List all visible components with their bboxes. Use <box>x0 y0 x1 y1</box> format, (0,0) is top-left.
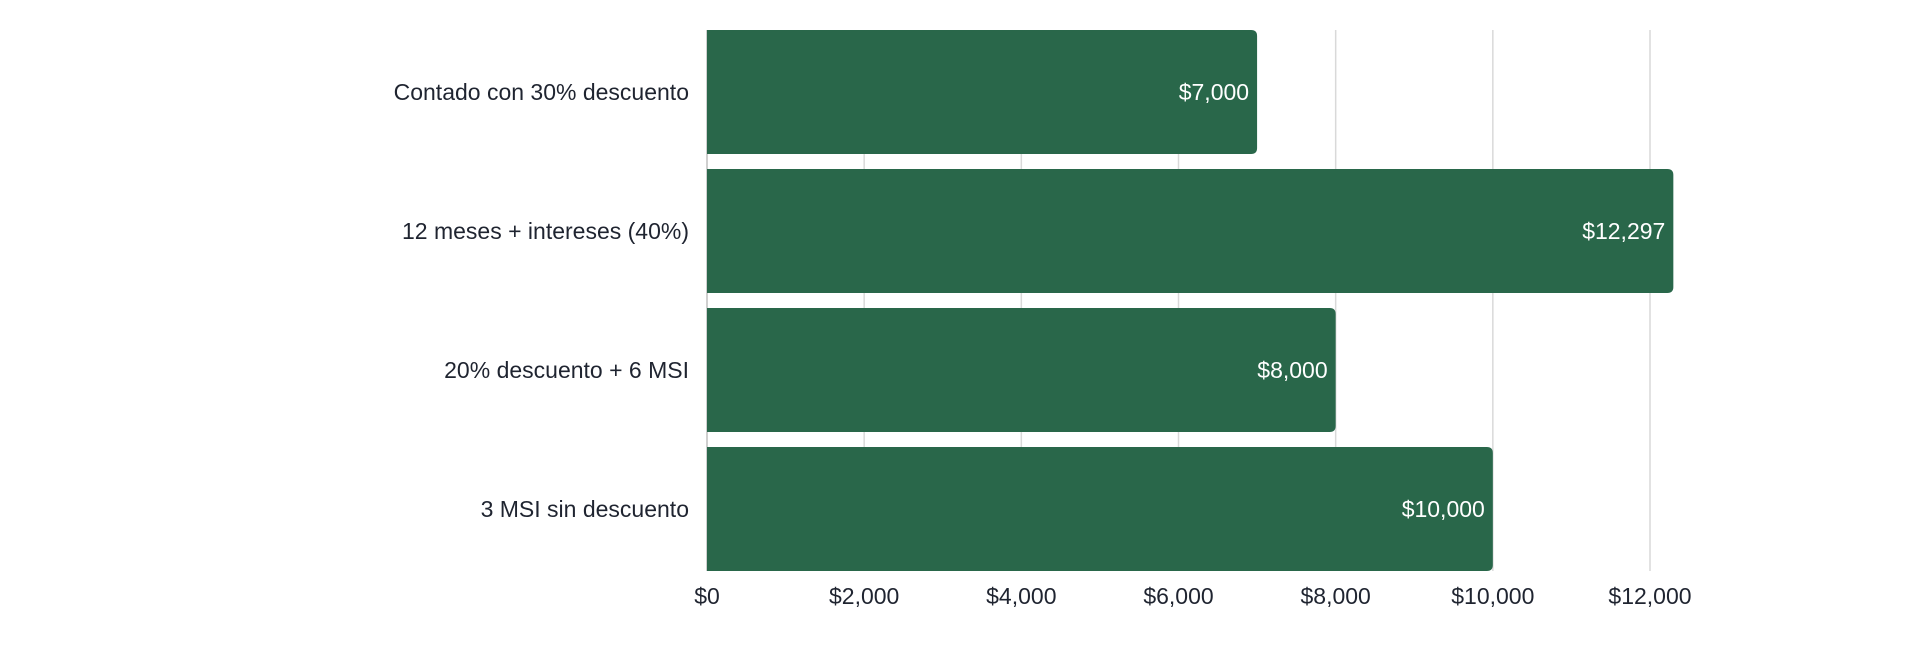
data-label: $7,000 <box>1179 79 1249 105</box>
x-tick-label: $10,000 <box>1451 583 1534 609</box>
bar <box>707 447 1493 571</box>
category-label: Contado con 30% descuento <box>394 79 689 105</box>
x-axis-tick-labels: $0 $2,000 $4,000 $6,000 $8,000 $10,000 $12,000 <box>694 583 1691 609</box>
x-tick-label: $2,000 <box>829 583 899 609</box>
data-label: $10,000 <box>1402 496 1485 522</box>
x-tick-label: $0 <box>694 583 720 609</box>
bars <box>707 30 1674 571</box>
bar <box>707 308 1336 432</box>
x-tick-label: $6,000 <box>1143 583 1213 609</box>
category-label: 12 meses + intereses (40%) <box>402 218 689 244</box>
data-labels: $7,000 $12,297 $8,000 $10,000 <box>1179 79 1666 522</box>
bar <box>707 169 1674 293</box>
category-labels: Contado con 30% descuento 12 meses + inte… <box>394 79 689 522</box>
category-label: 20% descuento + 6 MSI <box>444 357 689 383</box>
x-tick-label: $4,000 <box>986 583 1056 609</box>
x-tick-label: $12,000 <box>1608 583 1691 609</box>
bar <box>707 30 1258 154</box>
data-label: $8,000 <box>1257 357 1327 383</box>
data-label: $12,297 <box>1582 218 1665 244</box>
category-label: 3 MSI sin descuento <box>481 496 689 522</box>
x-tick-label: $8,000 <box>1300 583 1370 609</box>
